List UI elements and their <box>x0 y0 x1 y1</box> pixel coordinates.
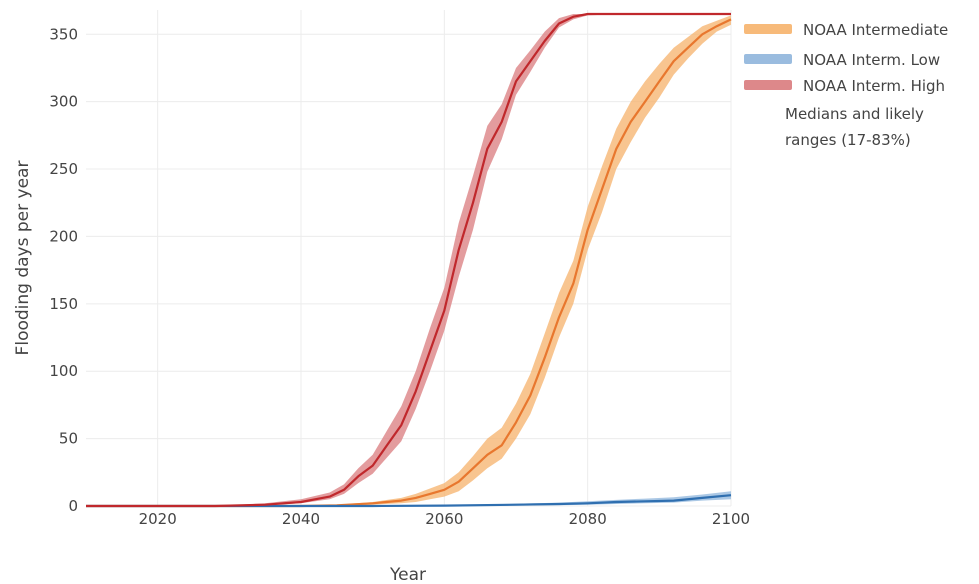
median-line-noaa-intermediate <box>86 18 732 508</box>
axes: 0 50 100 150 200 250 300 350 2020 2040 2060 2080 210… <box>49 25 750 528</box>
legend-swatch-interm-high <box>744 80 792 90</box>
x-tick-label: 2100 <box>712 510 750 528</box>
y-tick-label: 350 <box>49 25 78 43</box>
legend-swatch-interm-low <box>744 54 792 64</box>
y-tick-label: 0 <box>68 497 78 515</box>
x-tick-label: 2060 <box>425 510 463 528</box>
median-line-noaa-interm-low <box>86 494 732 508</box>
band-noaa-intermediate <box>86 15 731 507</box>
y-tick-label: 200 <box>49 227 78 245</box>
legend-label-interm-high: NOAA Interm. High <box>803 77 945 95</box>
legend-swatch-intermediate <box>744 24 792 34</box>
legend: NOAA Intermediate NOAA Interm. Low NOAA … <box>744 21 948 149</box>
y-tick-label: 300 <box>49 93 78 111</box>
y-tick-label: 150 <box>49 295 78 313</box>
y-tick-label: 250 <box>49 160 78 178</box>
x-tick-label: 2020 <box>139 510 177 528</box>
y-tick-label: 50 <box>59 430 78 448</box>
legend-note-line-1: Medians and likely <box>785 105 924 123</box>
y-tick-label: 100 <box>49 362 78 380</box>
band-noaa-interm-high <box>86 14 731 506</box>
likely-range-bands <box>86 14 731 507</box>
grid <box>86 10 732 507</box>
legend-note-line-2: ranges (17-83%) <box>785 131 911 149</box>
band-noaa-interm-low <box>86 491 731 506</box>
legend-label-interm-low: NOAA Interm. Low <box>803 51 940 69</box>
legend-label-intermediate: NOAA Intermediate <box>803 21 948 39</box>
y-axis-title: Flooding days per year <box>13 161 33 356</box>
median-line-noaa-interm-high <box>86 12 731 508</box>
x-tick-label: 2080 <box>569 510 607 528</box>
x-axis-title: Year <box>389 565 426 584</box>
x-tick-label: 2040 <box>282 510 320 528</box>
median-lines <box>86 12 732 508</box>
